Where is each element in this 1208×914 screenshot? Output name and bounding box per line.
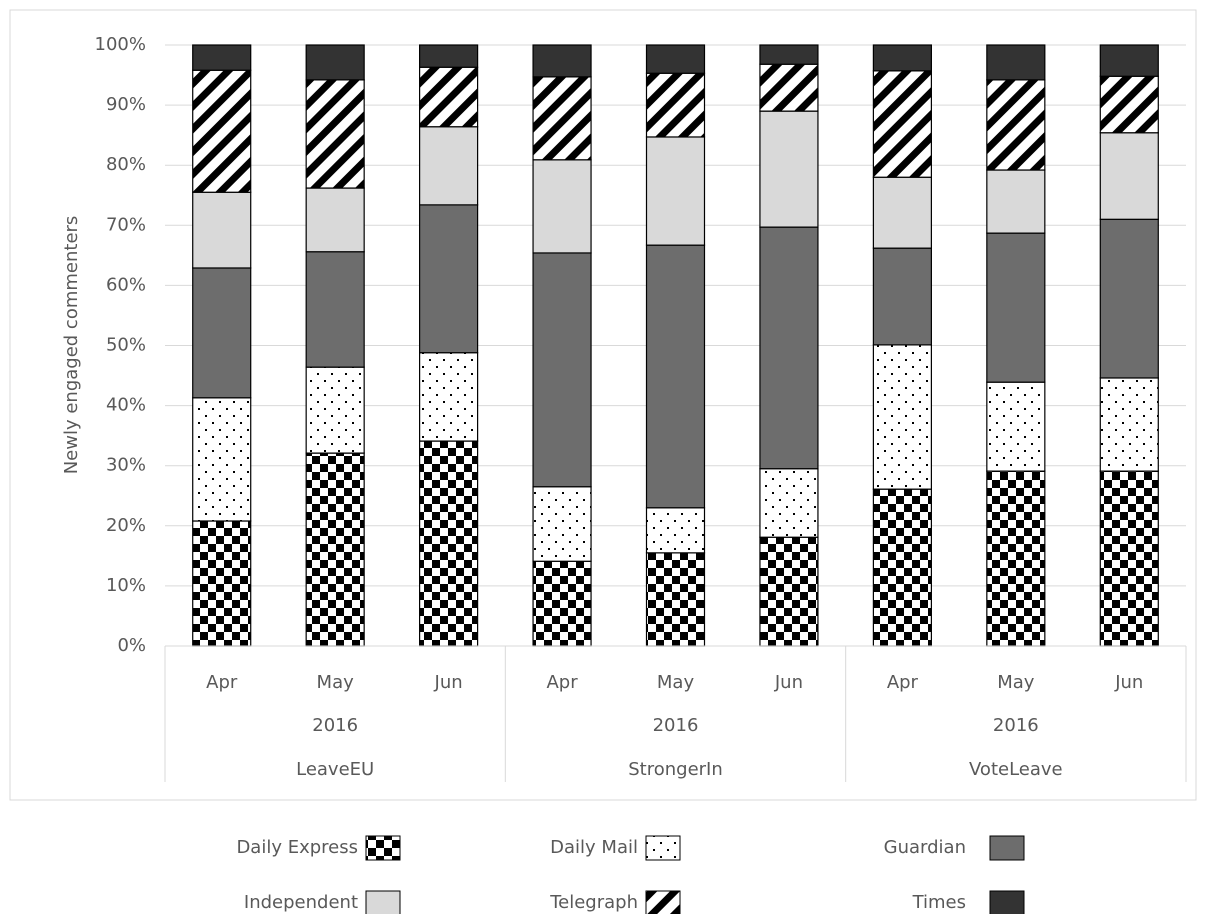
bar-segment bbox=[532, 486, 592, 562]
bar-segment bbox=[192, 69, 252, 193]
bar-segment bbox=[192, 397, 252, 522]
bar-segment bbox=[1099, 132, 1159, 220]
bar-segment bbox=[419, 126, 479, 206]
bar-segment bbox=[645, 44, 706, 74]
y-axis-title: Newly engaged commenters bbox=[61, 216, 82, 475]
chart-border bbox=[9, 9, 1197, 801]
bar-segment bbox=[645, 507, 706, 554]
bar-segment bbox=[419, 440, 479, 647]
bar-segment bbox=[759, 63, 819, 112]
x-group-label: LeaveEU bbox=[296, 759, 374, 780]
bar-segment bbox=[305, 187, 365, 253]
legend-label: Daily Express bbox=[236, 837, 358, 858]
y-tick-label: 80% bbox=[106, 154, 146, 175]
bar-segment bbox=[872, 176, 932, 249]
bar-segment bbox=[759, 44, 819, 65]
bar-segment bbox=[532, 159, 592, 254]
x-tick-label: May bbox=[997, 672, 1035, 693]
bar-segment bbox=[872, 344, 932, 490]
x-tick-label: Jun bbox=[434, 672, 463, 693]
x-tick-label: Jun bbox=[1114, 672, 1143, 693]
bar-segment bbox=[305, 251, 365, 368]
x-tick-label: Jun bbox=[774, 672, 803, 693]
bar-segment bbox=[986, 470, 1046, 647]
bar-segment bbox=[419, 44, 479, 68]
y-tick-label: 40% bbox=[106, 395, 146, 416]
bar-segment bbox=[192, 44, 252, 71]
legend-swatch bbox=[645, 890, 681, 914]
bar-segment bbox=[645, 552, 706, 647]
bar-segment bbox=[305, 452, 365, 647]
y-tick-label: 10% bbox=[106, 575, 146, 596]
bar-segment bbox=[532, 76, 592, 161]
legend-label: Guardian bbox=[884, 837, 966, 858]
legend-swatch bbox=[365, 890, 401, 914]
bar-segment bbox=[419, 352, 479, 442]
bar-segment bbox=[986, 44, 1046, 81]
bar-segment bbox=[645, 72, 706, 138]
x-group-label: StrongerIn bbox=[628, 759, 723, 780]
x-tick-label: May bbox=[657, 672, 695, 693]
y-tick-label: 90% bbox=[106, 94, 146, 115]
bar-segment bbox=[986, 79, 1046, 171]
legend-swatch bbox=[645, 835, 681, 861]
x-year-label: 2016 bbox=[653, 715, 699, 736]
bar-segment bbox=[645, 244, 706, 509]
legend-swatch bbox=[989, 835, 1025, 861]
bar-segment bbox=[532, 560, 592, 647]
bar-segment bbox=[986, 232, 1046, 383]
bar-segment bbox=[872, 70, 932, 178]
y-tick-label: 70% bbox=[106, 214, 146, 235]
legend-label: Daily Mail bbox=[550, 837, 638, 858]
bar-segment bbox=[759, 536, 819, 647]
y-tick-label: 0% bbox=[117, 635, 146, 656]
x-year-label: 2016 bbox=[312, 715, 358, 736]
bar-segment bbox=[872, 488, 932, 647]
bar-segment bbox=[192, 191, 252, 269]
legend-label: Times bbox=[912, 892, 966, 913]
y-tick-label: 30% bbox=[106, 455, 146, 476]
bar-segment bbox=[759, 468, 819, 538]
x-tick-label: Apr bbox=[887, 672, 919, 693]
y-tick-label: 50% bbox=[106, 335, 146, 356]
bar-segment bbox=[759, 110, 819, 228]
x-tick-label: Apr bbox=[546, 672, 578, 693]
bar-segment bbox=[1099, 470, 1159, 647]
bar-segment bbox=[305, 79, 365, 189]
x-group-label: VoteLeave bbox=[969, 759, 1063, 780]
bar-segment bbox=[305, 44, 365, 81]
bar-segment bbox=[1099, 75, 1159, 134]
x-tick-label: Apr bbox=[206, 672, 238, 693]
legend-swatch bbox=[989, 890, 1025, 914]
legend-swatch bbox=[365, 835, 401, 861]
bar-segment bbox=[305, 366, 365, 454]
bar-segment bbox=[1099, 218, 1159, 379]
bar-segment bbox=[532, 44, 592, 78]
bar-segment bbox=[419, 66, 479, 128]
y-tick-label: 20% bbox=[106, 515, 146, 536]
legend-label: Independent bbox=[244, 892, 358, 913]
x-year-label: 2016 bbox=[993, 715, 1039, 736]
bar-segment bbox=[532, 252, 592, 488]
bar-segment bbox=[192, 520, 252, 647]
bar-segment bbox=[419, 204, 479, 354]
bar-segment bbox=[1099, 377, 1159, 472]
y-tick-label: 60% bbox=[106, 274, 146, 295]
x-tick-label: May bbox=[317, 672, 355, 693]
legend-label: Telegraph bbox=[549, 892, 638, 913]
bar-segment bbox=[872, 44, 932, 72]
y-tick-label: 100% bbox=[95, 34, 146, 55]
bar-segment bbox=[986, 381, 1046, 472]
bar-segment bbox=[1099, 44, 1159, 77]
bar-segment bbox=[986, 169, 1046, 234]
bar-segment bbox=[192, 267, 252, 399]
bar-segment bbox=[759, 226, 819, 470]
bar-segment bbox=[872, 247, 932, 346]
bar-segment bbox=[645, 136, 706, 246]
